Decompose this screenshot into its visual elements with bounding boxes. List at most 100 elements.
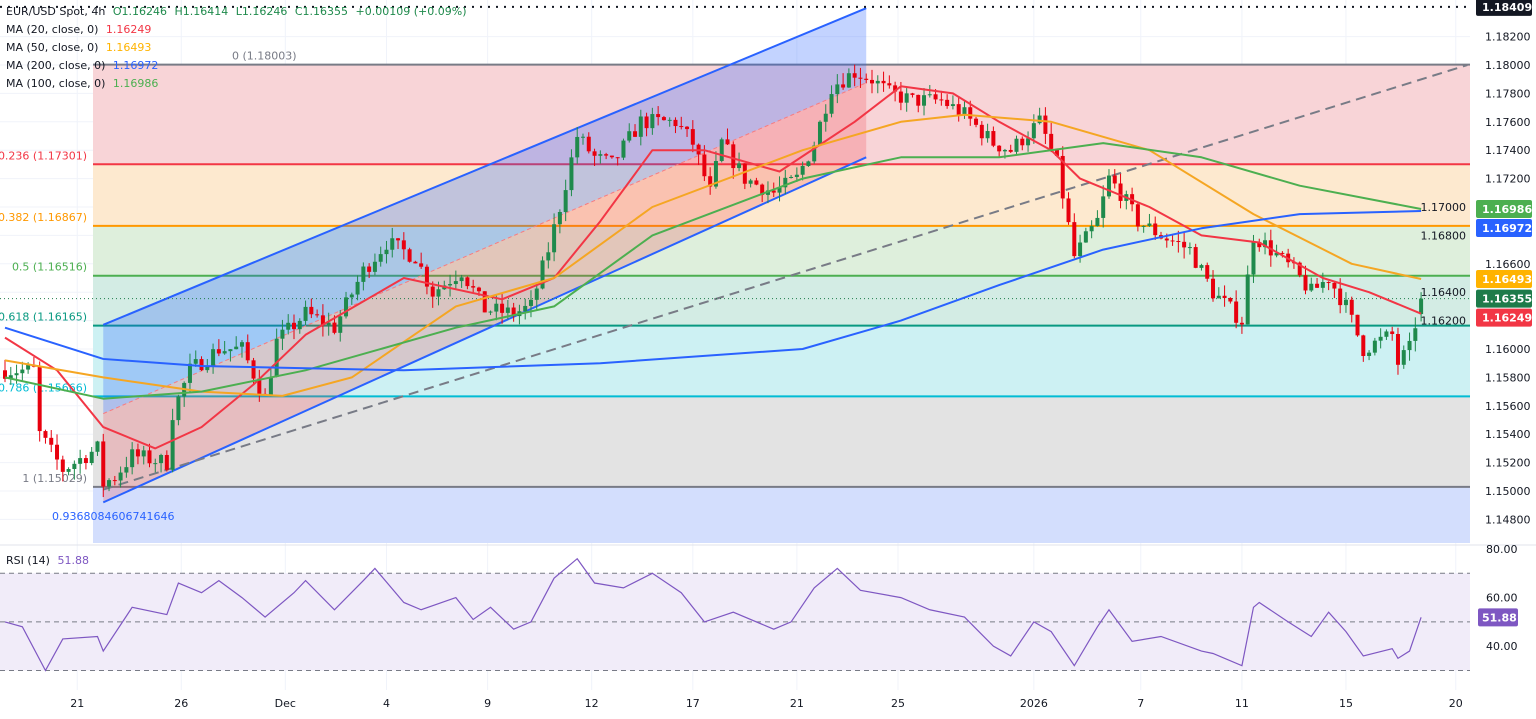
ma200-legend[interactable]: MA (200, close, 0) 1.16972: [6, 59, 162, 72]
candle: [465, 277, 470, 287]
price-tick: 1.17200: [1485, 173, 1531, 186]
candle: [141, 450, 146, 457]
candle: [55, 444, 60, 460]
ma50-legend[interactable]: MA (50, close, 0) 1.16493: [6, 41, 155, 54]
candle: [49, 437, 54, 445]
candle: [436, 289, 441, 297]
candle: [1020, 138, 1025, 146]
candle: [280, 329, 285, 339]
ma20-legend[interactable]: MA (20, close, 0) 1.16249: [6, 23, 155, 36]
candle: [130, 449, 135, 468]
price-badge-text: 1.16972: [1482, 222, 1532, 235]
candles: [3, 64, 1424, 498]
candle: [297, 320, 302, 330]
candle: [251, 360, 256, 379]
candle: [361, 266, 366, 282]
candle: [153, 463, 158, 465]
candle: [1361, 335, 1366, 357]
candle: [968, 107, 973, 119]
candle: [812, 145, 817, 162]
candle: [1031, 123, 1036, 139]
candle: [725, 139, 730, 145]
time-tick: Dec: [275, 697, 296, 710]
price-badge-text: 1.16249: [1482, 312, 1532, 325]
ma-line-ma200: [4, 209, 1422, 372]
candle: [124, 467, 129, 473]
candle: [1401, 350, 1406, 365]
candle: [1211, 278, 1216, 299]
rsi-value: 51.88: [57, 554, 89, 567]
candle: [401, 240, 406, 250]
candle: [817, 121, 822, 146]
candle: [997, 145, 1002, 152]
candle: [396, 238, 401, 241]
candle: [609, 155, 614, 158]
price-tick: 1.17000: [1421, 201, 1467, 214]
candle: [1395, 334, 1400, 365]
candle: [644, 116, 649, 129]
candle: [864, 78, 869, 80]
rsi-tick: 80.00: [1486, 543, 1518, 556]
candle: [742, 163, 747, 184]
candle: [1303, 275, 1308, 291]
ohlc-high: H1.16414: [174, 5, 229, 18]
time-tick: 20: [1449, 697, 1463, 710]
candle: [627, 131, 632, 141]
channel-upper-line: [102, 7, 867, 326]
price-badge: [1476, 308, 1532, 327]
candle: [26, 364, 31, 370]
candle: [945, 99, 950, 107]
candle: [1078, 242, 1083, 257]
candle: [1263, 240, 1268, 248]
candle: [60, 459, 65, 472]
candle: [448, 284, 453, 286]
candle: [685, 126, 690, 130]
rsi-legend[interactable]: RSI (14) 51.88: [6, 554, 93, 567]
candle: [170, 420, 175, 470]
candle: [511, 307, 516, 317]
candle: [950, 104, 955, 107]
candle: [679, 126, 684, 128]
candle: [303, 306, 308, 321]
candle: [829, 94, 834, 114]
rsi-line: [4, 557, 1422, 672]
candle: [8, 375, 13, 379]
ma100-legend[interactable]: MA (100, close, 0) 1.16986: [6, 77, 162, 90]
candle: [933, 94, 938, 100]
candle: [1193, 247, 1198, 268]
candle: [430, 286, 435, 297]
candle: [205, 366, 210, 371]
candle: [1060, 155, 1065, 199]
candle: [372, 261, 377, 272]
price-tick: 1.15400: [1485, 428, 1531, 441]
candle: [557, 211, 562, 225]
candle: [1343, 299, 1348, 306]
candle: [737, 163, 742, 169]
candle: [1072, 222, 1077, 257]
candle: [89, 451, 94, 464]
candle: [1367, 352, 1372, 357]
candle: [1014, 138, 1019, 152]
candle: [1349, 299, 1354, 315]
candle: [326, 322, 331, 326]
candle: [870, 79, 874, 84]
candle: [118, 472, 123, 481]
ma-value: 1.16493: [105, 41, 152, 54]
candle: [332, 322, 337, 333]
rsi-badge-text: 51.88: [1482, 611, 1517, 624]
ohlc-low: L1.16246: [235, 5, 288, 18]
candle: [1176, 241, 1181, 243]
candle: [760, 184, 765, 195]
candle: [841, 84, 846, 88]
price-tick: 1.17800: [1485, 87, 1531, 100]
candle: [1326, 282, 1331, 284]
candle: [598, 154, 603, 156]
price-tick: 1.16800: [1421, 229, 1467, 242]
rsi-label: RSI (14): [6, 554, 50, 567]
candle: [211, 349, 216, 367]
fib-label-0.5: 0.5 (1.16516): [12, 261, 87, 274]
rsi-badge: [1478, 608, 1518, 627]
candle: [378, 254, 383, 262]
price-badge-text: 1.16986: [1482, 203, 1532, 216]
